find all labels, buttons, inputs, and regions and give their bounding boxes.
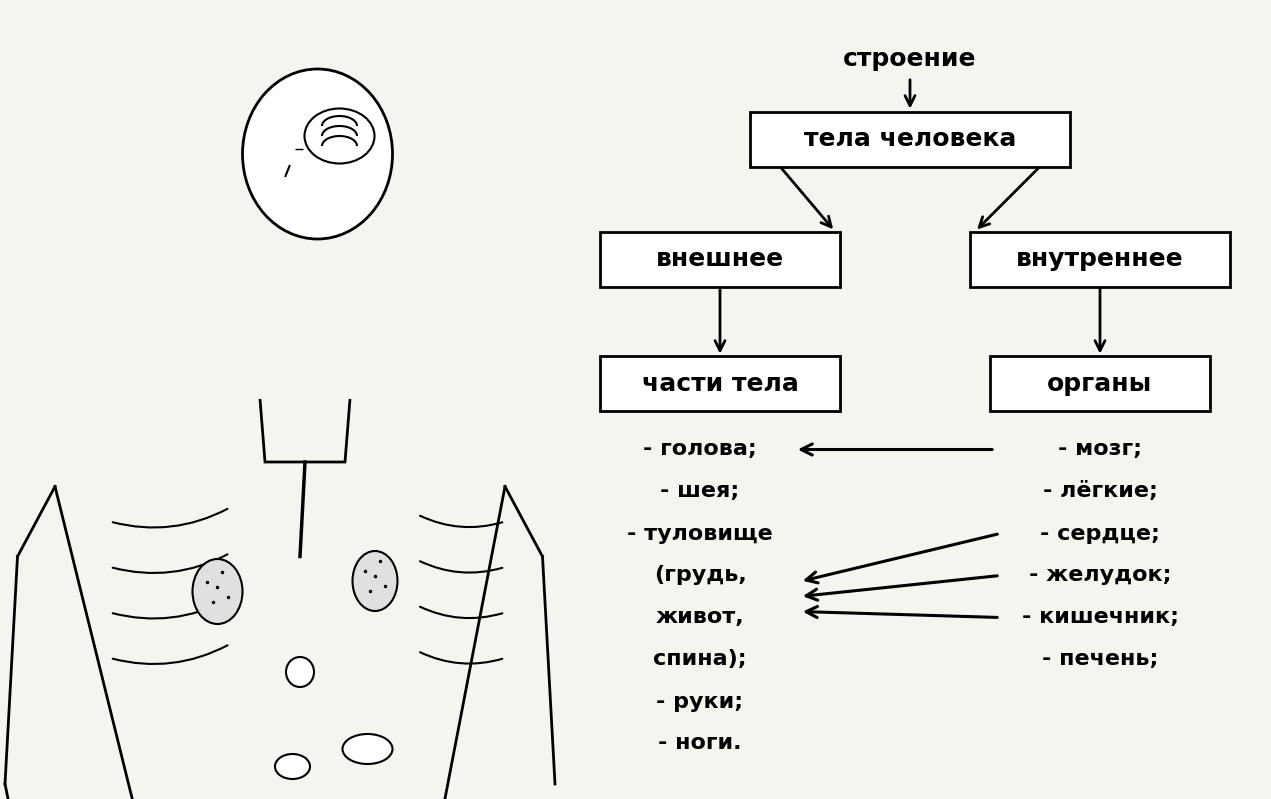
Text: - руки;: - руки; — [656, 691, 744, 711]
Ellipse shape — [192, 559, 243, 624]
Text: строение: строение — [843, 47, 976, 71]
Ellipse shape — [275, 754, 310, 779]
Text: органы: органы — [1047, 372, 1153, 396]
Text: части тела: части тела — [642, 372, 798, 396]
FancyBboxPatch shape — [990, 356, 1210, 411]
Text: - лёгкие;: - лёгкие; — [1042, 482, 1158, 502]
Text: - мозг;: - мозг; — [1057, 439, 1143, 459]
FancyBboxPatch shape — [600, 232, 840, 287]
FancyBboxPatch shape — [970, 232, 1230, 287]
FancyBboxPatch shape — [600, 356, 840, 411]
Text: - шея;: - шея; — [661, 482, 740, 502]
Text: - желудок;: - желудок; — [1028, 566, 1172, 586]
Text: спина);: спина); — [653, 650, 747, 670]
Ellipse shape — [352, 551, 398, 611]
FancyBboxPatch shape — [750, 112, 1070, 166]
Text: живот,: живот, — [656, 607, 745, 627]
Text: (грудь,: (грудь, — [653, 566, 746, 586]
Text: - сердце;: - сердце; — [1040, 523, 1160, 543]
Text: - кишечник;: - кишечник; — [1022, 607, 1178, 627]
Ellipse shape — [342, 734, 393, 764]
Text: внутреннее: внутреннее — [1017, 247, 1183, 271]
Text: - ноги.: - ноги. — [658, 733, 742, 753]
Ellipse shape — [243, 69, 393, 239]
Text: - печень;: - печень; — [1042, 650, 1158, 670]
Text: внешнее: внешнее — [656, 247, 784, 271]
Text: тела человека: тела человека — [803, 127, 1017, 151]
Text: - туловище: - туловище — [627, 523, 773, 543]
Ellipse shape — [286, 657, 314, 687]
Ellipse shape — [305, 109, 375, 164]
Text: - голова;: - голова; — [643, 439, 756, 459]
